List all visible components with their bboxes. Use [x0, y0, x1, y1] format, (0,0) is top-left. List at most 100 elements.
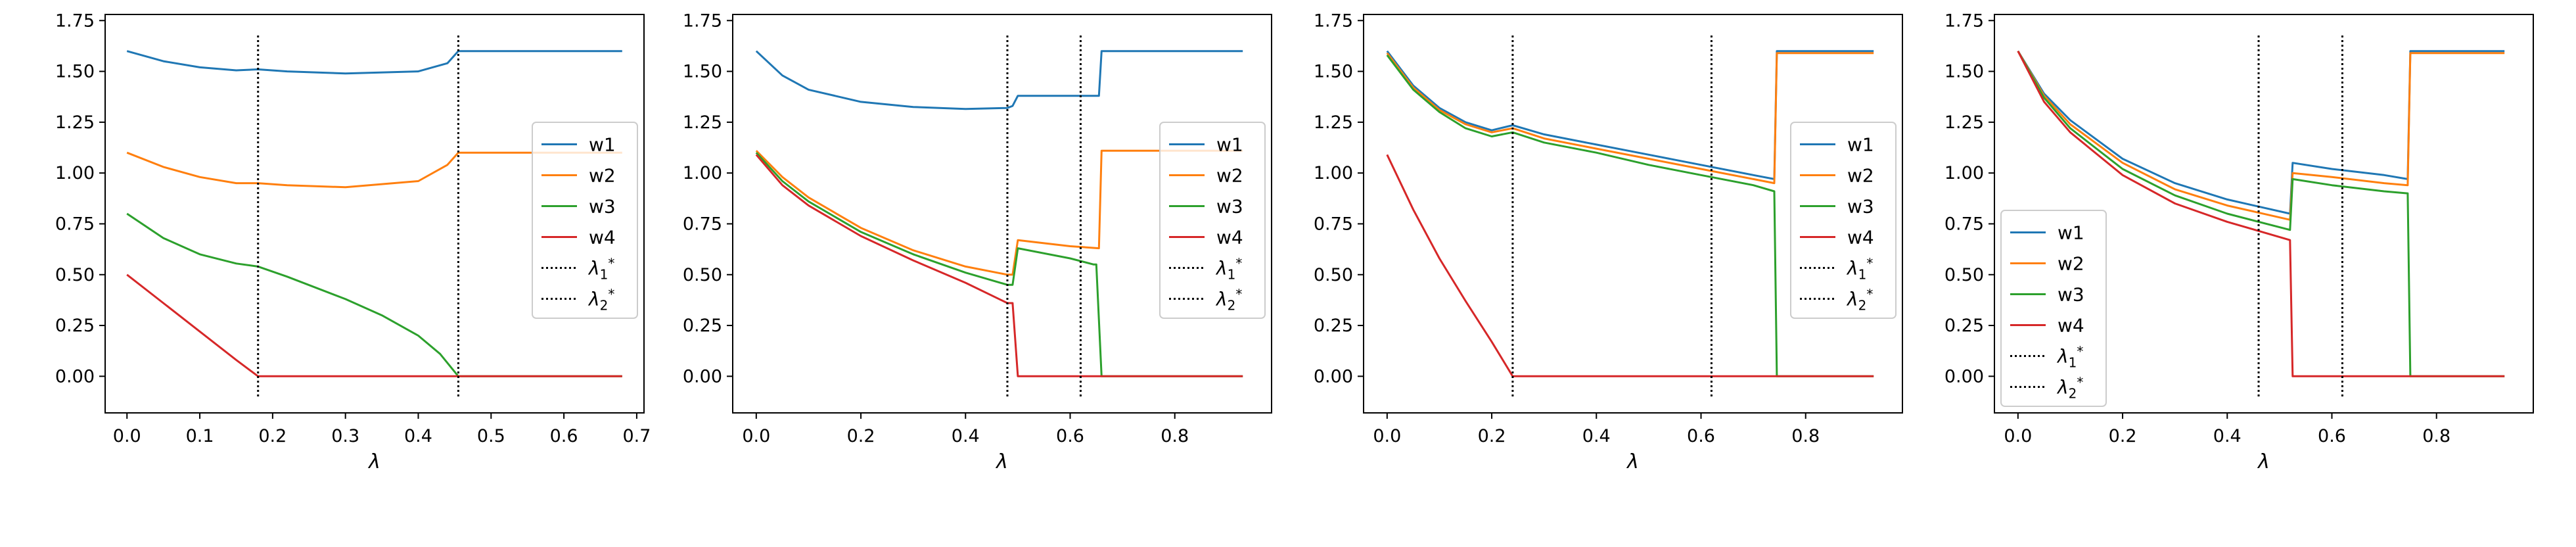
y-tick-label: 0.50 [1944, 265, 1984, 285]
x-tick-label: 0.4 [952, 426, 980, 446]
legend-label: w1 [2058, 222, 2084, 244]
y-tick-label: 1.50 [55, 62, 95, 82]
y-tick-label: 0.00 [683, 366, 722, 387]
x-tick-label: 0.4 [2213, 426, 2242, 446]
y-tick-label: 0.50 [683, 265, 722, 285]
legend-label: w4 [1216, 227, 1243, 249]
y-tick-label: 1.50 [1944, 62, 1984, 82]
legend-label: w4 [589, 227, 616, 249]
x-tick-label: 0.4 [404, 426, 432, 446]
chart-panel-3: 0.00 0.25 0.50 0.75 1.00 1.25 1.50 1.75 0.0 0.2 0.… [1314, 11, 1903, 473]
y-tick-label: 0.50 [55, 265, 95, 285]
legend-label: w1 [589, 134, 616, 156]
chart-panel-1: 0.00 0.25 0.50 0.75 1.00 1.25 1.50 1.75 0.0 0.1 0.… [55, 11, 651, 473]
plot-area [755, 36, 1243, 397]
y-tick-label: 0.75 [1944, 214, 1984, 234]
y-tick-label: 0.25 [1314, 316, 1353, 336]
y-tick-label: 0.25 [1944, 316, 1984, 336]
legend-frame [2000, 210, 2107, 407]
legend-frame [1159, 122, 1266, 319]
x-tick-label: 0.8 [1161, 426, 1189, 446]
series-line-w4 [2017, 51, 2505, 377]
y-tick-label: 0.75 [55, 214, 95, 234]
legend-label: w4 [1847, 227, 1874, 249]
chart-panel-4: 0.00 0.25 0.50 0.75 1.00 1.25 1.50 1.75 0.0 0.2 0.… [1944, 11, 2534, 473]
y-tick-label: 1.75 [683, 11, 722, 31]
x-tick-label: 0.6 [1056, 426, 1084, 446]
x-tick-label: 0.6 [1687, 426, 1715, 446]
y-tick-label: 0.50 [1314, 265, 1353, 285]
y-tick-label: 0.00 [55, 366, 95, 387]
legend-label: w2 [1847, 165, 1874, 187]
y-tick-label: 1.75 [1314, 11, 1353, 31]
y-tick-label: 1.00 [1314, 163, 1353, 183]
y-tick-label: 0.00 [1944, 366, 1984, 387]
y-tick-label: 1.50 [683, 62, 722, 82]
legend-label: w3 [589, 196, 616, 218]
x-axis-label: λ [2257, 450, 2270, 473]
x-tick-label: 0.2 [2109, 426, 2137, 446]
legend-label: w2 [1216, 165, 1243, 187]
legend-frame [1790, 122, 1897, 319]
legend-label: w1 [1216, 134, 1243, 156]
y-tick-label: 1.25 [1314, 112, 1353, 133]
y-tick-label: 1.25 [1944, 112, 1984, 133]
axes-frame [104, 14, 645, 414]
axes-frame [732, 14, 1272, 414]
x-tick-label: 0.2 [258, 426, 287, 446]
series-line-w2 [1386, 52, 1874, 185]
series-line-w4 [1386, 154, 1874, 377]
x-tick-label: 0.2 [1478, 426, 1506, 446]
x-tick-label: 0.1 [186, 426, 214, 446]
axes-frame [1994, 14, 2534, 414]
y-tick-label: 1.25 [683, 112, 722, 133]
y-tick-label: 0.00 [1314, 366, 1353, 387]
y-tick-label: 0.25 [683, 316, 722, 336]
y-tick-label: 1.00 [1944, 163, 1984, 183]
series-line-w3 [2017, 50, 2505, 377]
legend-label: w3 [1216, 196, 1243, 218]
x-tick-label: 0.0 [2004, 426, 2032, 446]
series-line-w3 [1386, 54, 1874, 377]
x-axis-label: λ [995, 450, 1008, 473]
series-line-w1 [755, 50, 1243, 110]
y-tick-label: 0.75 [1314, 214, 1353, 234]
y-tick-label: 1.75 [55, 11, 95, 31]
x-tick-label: 0.4 [1582, 426, 1611, 446]
x-tick-label: 0.2 [847, 426, 875, 446]
y-tick-label: 1.00 [683, 163, 722, 183]
x-tick-label: 0.6 [2318, 426, 2346, 446]
x-tick-label: 0.0 [1373, 426, 1401, 446]
legend-frame [532, 122, 638, 319]
series-line-w2 [755, 149, 1243, 276]
y-tick-label: 1.75 [1944, 11, 1984, 31]
legend-label: w3 [2058, 284, 2084, 306]
x-tick-label: 0.6 [550, 426, 578, 446]
plot-area [2017, 36, 2505, 397]
series-line-w3 [755, 152, 1243, 377]
plot-area [126, 36, 622, 397]
x-tick-label: 0.0 [742, 426, 770, 446]
series-line-w4 [755, 154, 1243, 377]
legend-label: w2 [589, 165, 616, 187]
y-tick-label: 0.75 [683, 214, 722, 234]
y-tick-label: 1.00 [55, 163, 95, 183]
axes-frame [1363, 14, 1903, 414]
series-line-w2 [126, 151, 622, 189]
x-tick-label: 0.8 [2422, 426, 2450, 446]
x-tick-label: 0.7 [622, 426, 651, 446]
legend-label: w4 [2058, 315, 2084, 337]
x-tick-label: 0.5 [477, 426, 505, 446]
legend-label: w2 [2058, 253, 2084, 275]
y-tick-label: 0.25 [55, 316, 95, 336]
x-tick-label: 0.8 [1791, 426, 1820, 446]
chart-panel-2: 0.00 0.25 0.50 0.75 1.00 1.25 1.50 1.75 0.0 0.2 0.… [683, 11, 1272, 473]
x-tick-label: 0.3 [331, 426, 359, 446]
series-line-w1 [2017, 50, 2505, 215]
plot-area [1386, 36, 1874, 397]
